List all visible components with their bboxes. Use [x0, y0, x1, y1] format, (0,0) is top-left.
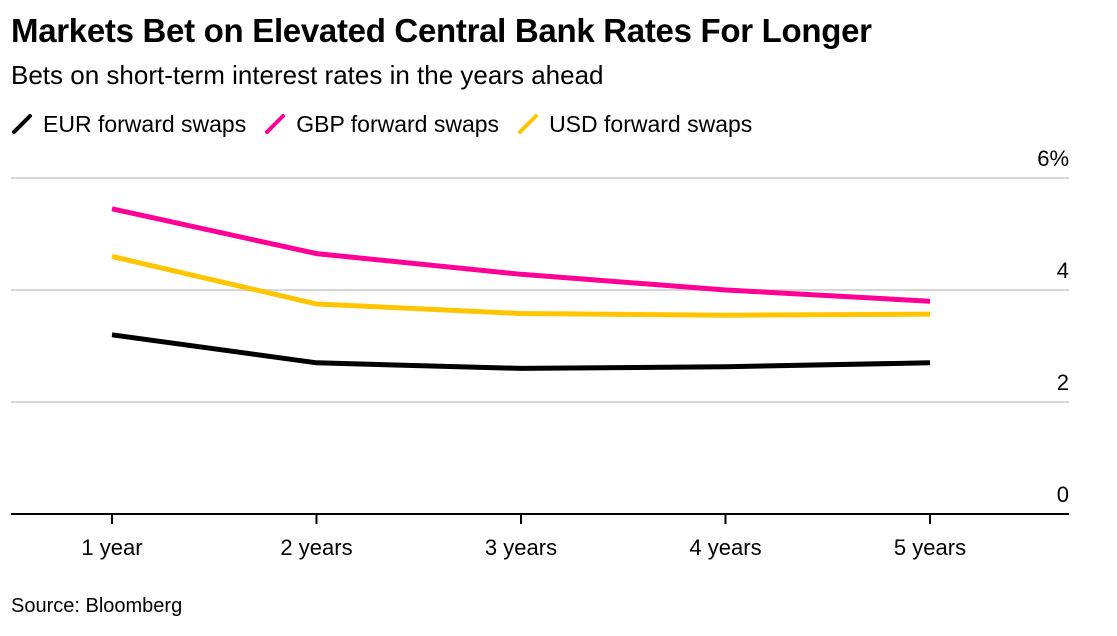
- x-tick-label: 1 year: [81, 535, 142, 560]
- legend-item-gbp: GBP forward swaps: [264, 111, 499, 138]
- chart-legend: EUR forward swaps GBP forward swaps USD …: [11, 108, 752, 140]
- series-line-gbp: [111, 206, 931, 304]
- legend-label-gbp: GBP forward swaps: [296, 110, 500, 137]
- chart-subtitle: Bets on short-term interest rates in the…: [11, 60, 604, 90]
- chart-title: Markets Bet on Elevated Central Bank Rat…: [11, 12, 872, 49]
- x-tick-label: 2 years: [280, 535, 352, 560]
- series-line-eur: [111, 332, 931, 371]
- legend-swatch-eur: [12, 114, 32, 134]
- legend-label-eur: EUR forward swaps: [43, 110, 247, 137]
- legend-swatch-gbp: [265, 114, 286, 134]
- legend-item-eur: EUR forward swaps: [11, 111, 246, 138]
- y-tick-label: 6%: [1037, 146, 1069, 171]
- legend-swatch-usd: [518, 114, 539, 134]
- x-tick-label: 4 years: [689, 535, 761, 560]
- x-tick-label: 5 years: [894, 535, 966, 560]
- y-tick-label: 4: [1057, 258, 1069, 283]
- legend-item-usd: USD forward swaps: [517, 111, 752, 138]
- y-tick-label: 2: [1057, 370, 1069, 395]
- legend-label-usd: USD forward swaps: [549, 110, 753, 137]
- x-tick-label: 3 years: [485, 535, 557, 560]
- series-line-usd: [111, 253, 931, 318]
- y-tick-label: 0: [1057, 482, 1069, 507]
- source-note: Source: Bloomberg: [11, 595, 183, 617]
